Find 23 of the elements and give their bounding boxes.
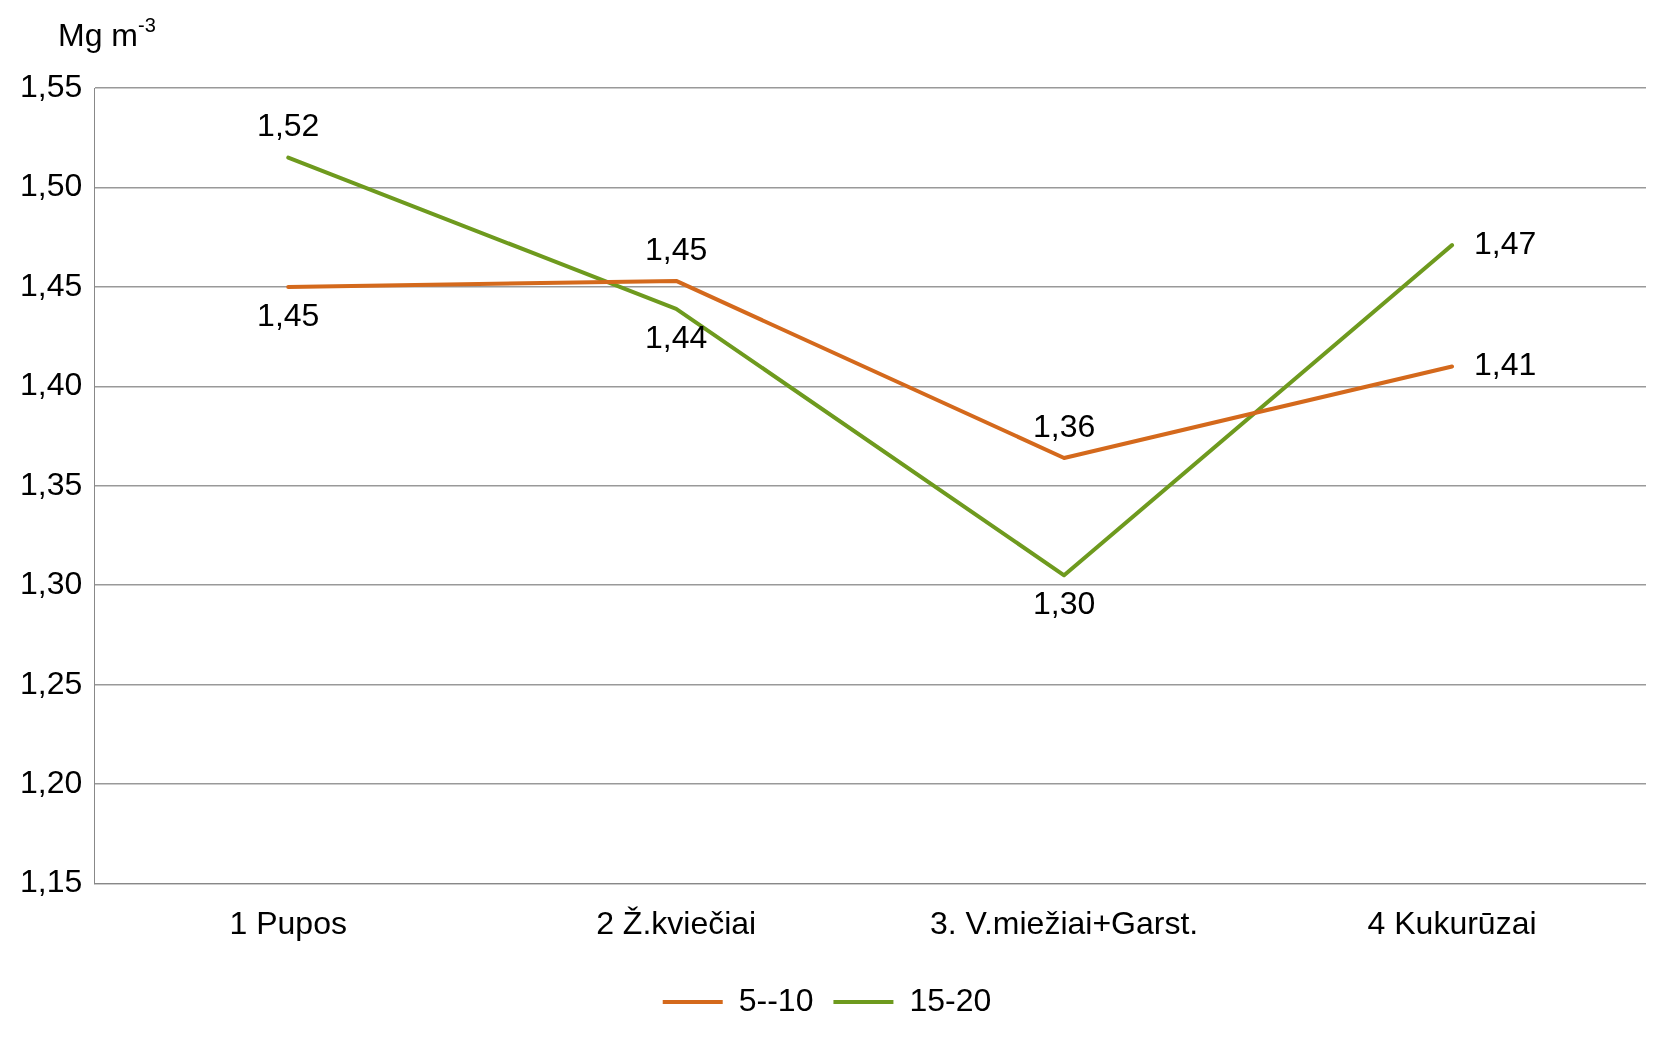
y-tick-label: 1,55: [20, 67, 83, 104]
legend-label: 5--10: [738, 981, 814, 1018]
data-label: 1,52: [257, 107, 320, 144]
y-tick-label: 1,30: [20, 565, 83, 602]
x-tick-label: 2 Ž.kviečiai: [596, 904, 757, 941]
y-tick-label: 1,20: [20, 763, 83, 800]
data-label: 1,45: [645, 230, 708, 267]
data-label: 1,47: [1474, 224, 1537, 261]
data-label: 1,44: [645, 318, 708, 355]
y-tick-label: 1,25: [20, 664, 83, 701]
y-tick-label: 1,35: [20, 465, 83, 502]
data-label: 1,36: [1032, 407, 1096, 444]
y-tick-label: 1,15: [20, 863, 83, 900]
data-label: 1,41: [1474, 346, 1537, 383]
y-tick-label: 1,50: [20, 167, 83, 204]
legend-label: 15-20: [909, 981, 992, 1018]
x-tick-label: 1 Pupos: [229, 904, 347, 941]
y-tick-label: 1,45: [20, 266, 83, 303]
x-tick-label: 3. V.miežiai+Garst.: [929, 904, 1199, 941]
data-label: 1,45: [257, 296, 320, 333]
y-tick-label: 1,40: [20, 366, 83, 403]
data-label: 1,30: [1032, 585, 1096, 622]
x-tick-label: 4 Kukurūzai: [1367, 904, 1537, 941]
